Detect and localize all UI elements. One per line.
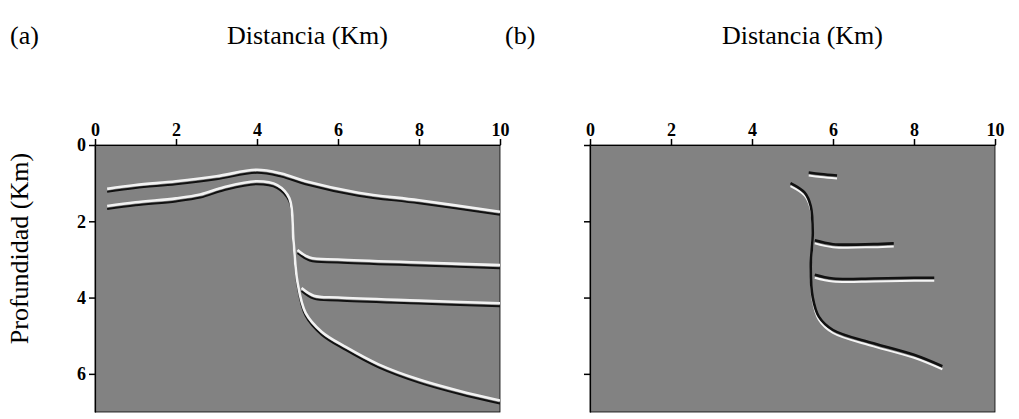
tick: 6 (77, 364, 95, 384)
tick-label: 0 (91, 120, 100, 140)
tick-label: 0 (586, 120, 595, 140)
panel (95, 145, 500, 412)
y-axis (584, 146, 591, 413)
tick-mark (89, 374, 95, 376)
tick (584, 374, 590, 375)
tick-label: 0 (77, 135, 86, 155)
reflector (107, 170, 500, 212)
tick-label: 4 (253, 120, 262, 140)
reflector (298, 250, 501, 265)
tick: 6 (829, 120, 838, 145)
tick-label: 10 (492, 120, 510, 140)
axis-line (96, 145, 501, 146)
tick-label: 6 (334, 120, 343, 140)
tick: 6 (334, 120, 343, 145)
tick-mark (89, 145, 95, 147)
tick-mark (584, 374, 590, 376)
tick-label: 4 (77, 288, 86, 308)
reflector (107, 181, 500, 400)
reflector (790, 183, 942, 366)
tick-mark (89, 221, 95, 223)
tick: 2 (172, 120, 181, 145)
tick (584, 221, 590, 222)
reflector-shadow (107, 173, 500, 215)
y-axis: 0 2 4 6 (77, 135, 96, 412)
figure: 0 2 4 6 8 10 0 2 4 6 Distancia (Km) (a) Profundidad … (0, 0, 1019, 419)
tick-label: 8 (415, 120, 424, 140)
tick: 10 (492, 120, 510, 145)
tick-mark (584, 145, 590, 147)
tick: 2 (77, 212, 95, 232)
axis-line (591, 145, 996, 146)
tick: 2 (667, 120, 676, 145)
tick: 8 (415, 120, 424, 145)
tick-label: 2 (172, 120, 181, 140)
tick: 4 (253, 120, 262, 145)
tick-label: 6 (77, 364, 86, 384)
panel (590, 145, 995, 412)
tick-label: 2 (77, 212, 86, 232)
axis-line (590, 146, 591, 413)
tick-mark (584, 297, 590, 299)
tick-label: 2 (667, 120, 676, 140)
tick: 10 (987, 120, 1005, 145)
x-axis: 0 2 4 6 8 10 (586, 120, 1005, 146)
panel-label: (b) (505, 21, 535, 50)
tick-mark (89, 297, 95, 299)
x-axis: 0 2 4 6 8 10 (91, 120, 510, 146)
axis-line (95, 146, 96, 413)
tick-label: 4 (748, 120, 757, 140)
reflector (302, 288, 500, 303)
axis-title: Profundidad (Km) (5, 153, 34, 344)
tick: 0 (77, 135, 95, 155)
reflector-shadow (107, 184, 500, 403)
tick (584, 298, 590, 299)
reflector (809, 172, 837, 175)
reflector (815, 275, 934, 279)
plot-area (95, 145, 500, 412)
axis-title: Distancia (Km) (227, 21, 388, 50)
tick: 0 (586, 120, 595, 145)
tick (584, 145, 590, 146)
tick-label: 8 (910, 120, 919, 140)
tick: 0 (91, 120, 100, 145)
tick: 4 (748, 120, 757, 145)
tick: 8 (910, 120, 919, 145)
panel-label: (a) (10, 21, 39, 50)
tick-label: 6 (829, 120, 838, 140)
reflector-shadow (302, 291, 500, 306)
tick: 4 (77, 288, 95, 308)
marks (107, 170, 500, 404)
reflector (815, 240, 894, 244)
tick-mark (584, 221, 590, 223)
marks (790, 172, 942, 369)
axis-title: Distancia (Km) (722, 21, 883, 50)
tick-label: 10 (987, 120, 1005, 140)
plot-area (590, 145, 995, 412)
